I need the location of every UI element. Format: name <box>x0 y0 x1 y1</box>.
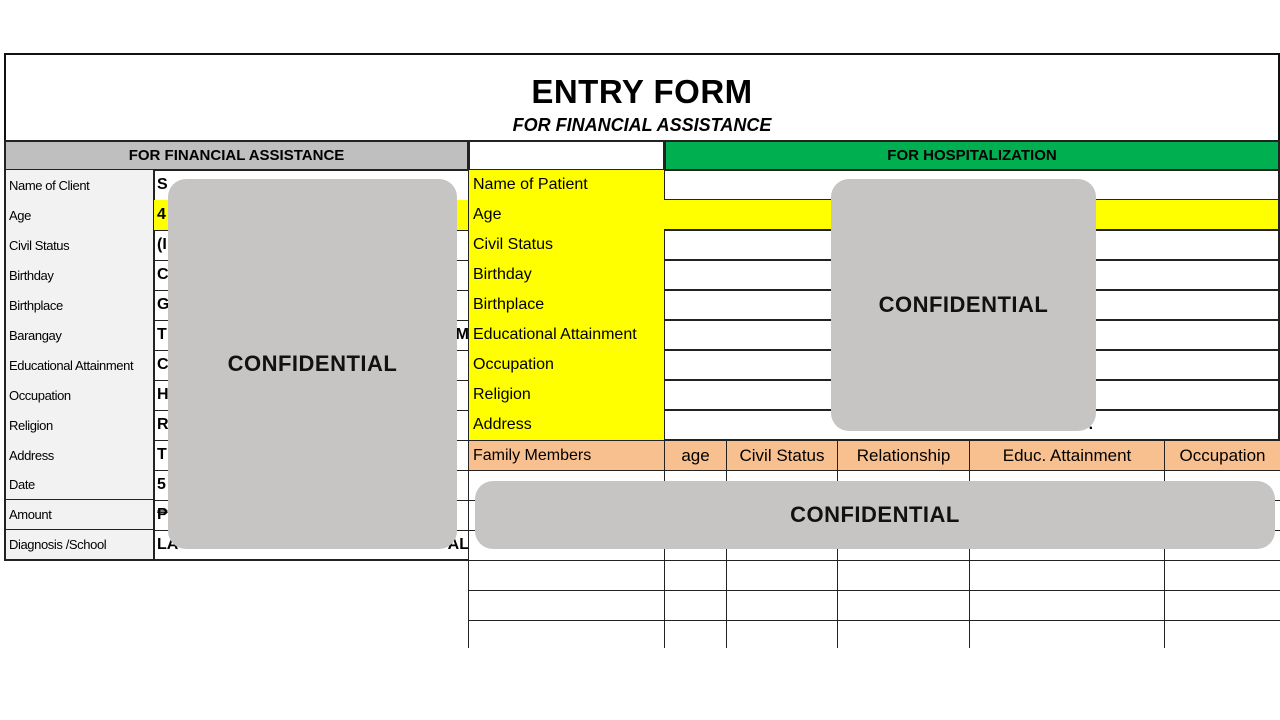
family-table-cell[interactable] <box>969 560 1165 591</box>
field-label: Birthplace <box>4 290 155 321</box>
family-column-header: Relationship <box>837 440 970 471</box>
patient-field-label: Civil Status <box>468 230 665 261</box>
patient-field-label: Birthplace <box>468 290 665 321</box>
field-label: Name of Client <box>4 170 155 201</box>
family-table-cell[interactable] <box>969 590 1165 621</box>
blank-heading <box>468 140 665 171</box>
family-table-cell[interactable] <box>726 590 838 621</box>
family-table-cell[interactable] <box>664 620 727 648</box>
family-table-cell[interactable] <box>726 560 838 591</box>
value-text: ₱ <box>157 506 168 523</box>
value-text: T <box>157 446 167 463</box>
field-label: Religion <box>4 410 155 441</box>
field-label: Amount <box>4 500 155 531</box>
family-table-cell[interactable] <box>726 620 838 648</box>
family-table-cell[interactable] <box>837 560 970 591</box>
value-text: 4 <box>157 206 166 223</box>
field-label: Address <box>4 440 155 471</box>
field-label: Educational Attainment <box>4 350 155 381</box>
patient-field-label: Address <box>468 410 665 441</box>
value-text: H <box>157 386 169 403</box>
form-title: ENTRY FORM <box>531 73 753 110</box>
family-table-cell[interactable] <box>468 590 665 621</box>
value-text: 5 <box>157 476 166 493</box>
value-text: R <box>157 416 169 433</box>
family-table-cell[interactable] <box>468 620 665 648</box>
financial-heading: FOR FINANCIAL ASSISTANCE <box>4 140 469 171</box>
value-text: T <box>157 326 167 343</box>
family-table-cell[interactable] <box>664 560 727 591</box>
field-label: Age <box>4 200 155 231</box>
redaction-overlay-family: CONFIDENTIAL <box>475 481 1275 549</box>
family-table-cell[interactable] <box>1164 590 1280 621</box>
value-text: (I <box>157 236 167 253</box>
family-column-header: Occupation <box>1164 440 1280 471</box>
value-text: G <box>157 296 170 313</box>
family-column-header: Civil Status <box>726 440 838 471</box>
family-table-cell[interactable] <box>1164 530 1280 561</box>
field-label: Civil Status <box>4 230 155 261</box>
patient-field-label: Name of Patient <box>468 170 665 201</box>
patient-field-label: Religion <box>468 380 665 411</box>
form-title-area: ENTRY FORM FOR FINANCIAL ASSISTANCE <box>4 53 1280 141</box>
field-label: Birthday <box>4 260 155 291</box>
value-text: C <box>157 356 169 373</box>
family-table-cell[interactable] <box>664 590 727 621</box>
value-text: C <box>157 266 169 283</box>
patient-field-label: Age <box>468 200 665 231</box>
field-label: Diagnosis /School <box>4 530 155 561</box>
field-label: Occupation <box>4 380 155 411</box>
patient-field-label: Birthday <box>468 260 665 291</box>
family-table-cell[interactable] <box>1164 560 1280 591</box>
redaction-overlay-client: CONFIDENTIAL <box>168 179 457 549</box>
family-column-header: Family Members <box>468 440 665 471</box>
family-table-cell[interactable] <box>837 590 970 621</box>
family-column-header: Educ. Attainment <box>969 440 1165 471</box>
field-label: Date <box>4 470 155 501</box>
patient-field-label: Occupation <box>468 350 665 381</box>
redaction-overlay-patient: CONFIDENTIAL <box>831 179 1096 431</box>
family-column-header: age <box>664 440 727 471</box>
family-table-cell[interactable] <box>837 620 970 648</box>
patient-field-label: Educational Attainment <box>468 320 665 351</box>
form-subtitle: FOR FINANCIAL ASSISTANCE <box>512 115 772 135</box>
family-table-cell[interactable] <box>468 560 665 591</box>
value-text: S <box>157 176 168 193</box>
field-label: Barangay <box>4 320 155 351</box>
hospitalization-heading: FOR HOSPITALIZATION <box>664 140 1280 171</box>
value-text-end: M <box>455 326 469 343</box>
family-table-cell[interactable] <box>969 620 1165 648</box>
family-table-cell[interactable] <box>1164 620 1280 648</box>
